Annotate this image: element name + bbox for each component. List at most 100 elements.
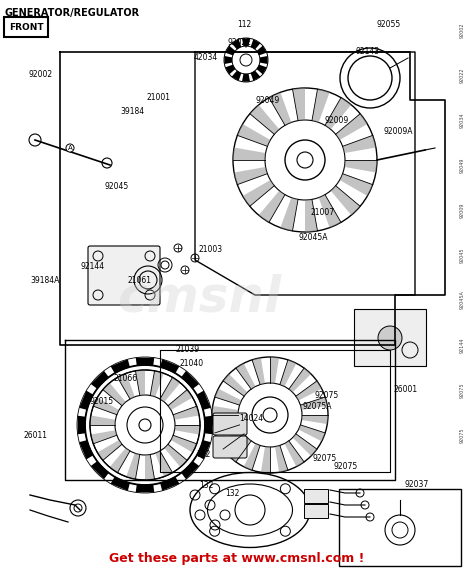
FancyBboxPatch shape [213, 436, 247, 458]
Text: 92144: 92144 [459, 337, 465, 353]
Polygon shape [160, 359, 179, 373]
Polygon shape [251, 70, 260, 81]
Polygon shape [91, 371, 109, 389]
Polygon shape [232, 70, 241, 81]
Text: 42034: 42034 [194, 53, 219, 62]
Polygon shape [229, 438, 251, 462]
Text: 92022: 92022 [459, 67, 465, 83]
Polygon shape [301, 415, 328, 424]
Polygon shape [284, 441, 304, 466]
Polygon shape [319, 195, 341, 227]
Circle shape [378, 326, 402, 350]
Polygon shape [164, 444, 187, 467]
Polygon shape [97, 440, 122, 460]
Polygon shape [340, 174, 373, 196]
Polygon shape [244, 444, 260, 470]
Polygon shape [261, 446, 270, 473]
Text: 92045A: 92045A [298, 233, 328, 242]
Text: 92015: 92015 [90, 397, 114, 406]
Polygon shape [250, 105, 279, 134]
Polygon shape [174, 425, 200, 434]
Text: 14024: 14024 [239, 414, 263, 423]
Text: 112: 112 [237, 19, 251, 29]
Polygon shape [150, 371, 164, 397]
Text: 26011: 26011 [24, 431, 47, 440]
Polygon shape [292, 88, 305, 120]
FancyBboxPatch shape [339, 489, 461, 566]
Polygon shape [345, 160, 377, 172]
Text: 92143: 92143 [356, 47, 379, 56]
Polygon shape [181, 461, 199, 479]
Text: FRONT: FRONT [9, 22, 43, 32]
Polygon shape [296, 381, 322, 401]
Polygon shape [126, 453, 140, 479]
Polygon shape [110, 477, 130, 491]
Polygon shape [79, 391, 93, 410]
Text: 92055: 92055 [376, 19, 401, 29]
Text: 92075: 92075 [459, 427, 465, 443]
Polygon shape [289, 368, 311, 393]
Text: 92037: 92037 [405, 480, 429, 489]
Text: 132: 132 [225, 489, 239, 499]
Polygon shape [223, 374, 247, 396]
Polygon shape [168, 390, 192, 410]
Polygon shape [259, 191, 285, 222]
Text: 92002: 92002 [28, 70, 52, 79]
Polygon shape [242, 38, 250, 46]
Text: GENERATOR/REGULATOR: GENERATOR/REGULATOR [5, 8, 140, 18]
Polygon shape [91, 430, 117, 444]
FancyBboxPatch shape [88, 246, 160, 305]
Text: 92075: 92075 [459, 382, 465, 398]
Text: Get these parts at www.cmsnl.com !: Get these parts at www.cmsnl.com ! [109, 552, 365, 565]
Text: 92045: 92045 [104, 182, 128, 191]
Polygon shape [251, 40, 260, 49]
Polygon shape [225, 46, 236, 56]
Polygon shape [160, 378, 180, 402]
Text: 21040: 21040 [180, 359, 204, 368]
Polygon shape [260, 56, 268, 64]
Text: 92075: 92075 [334, 462, 358, 472]
Polygon shape [236, 363, 255, 389]
Polygon shape [197, 440, 211, 460]
Polygon shape [136, 358, 155, 366]
Polygon shape [93, 398, 119, 415]
Text: 21061: 21061 [128, 276, 152, 285]
Polygon shape [252, 358, 265, 384]
Polygon shape [292, 434, 317, 456]
Polygon shape [275, 445, 288, 472]
Text: 92049: 92049 [255, 96, 280, 105]
Text: 92002: 92002 [459, 22, 465, 38]
Polygon shape [281, 198, 298, 231]
Polygon shape [173, 406, 199, 420]
Text: 92009: 92009 [459, 202, 465, 218]
FancyBboxPatch shape [4, 17, 48, 37]
Text: 92009: 92009 [324, 116, 349, 125]
Polygon shape [256, 65, 267, 74]
Polygon shape [301, 397, 327, 410]
Text: 21039: 21039 [175, 345, 199, 354]
Polygon shape [256, 46, 267, 56]
FancyBboxPatch shape [304, 504, 328, 518]
Text: 21066: 21066 [114, 374, 137, 383]
Polygon shape [79, 440, 93, 460]
Text: 92144: 92144 [81, 262, 104, 271]
Polygon shape [233, 147, 265, 160]
Polygon shape [78, 415, 86, 434]
Text: 92075: 92075 [315, 391, 339, 400]
Polygon shape [212, 406, 238, 415]
Text: 21007: 21007 [310, 207, 334, 217]
FancyBboxPatch shape [213, 413, 247, 435]
Polygon shape [242, 74, 250, 81]
Polygon shape [213, 420, 239, 433]
Polygon shape [204, 415, 212, 434]
Text: 39184A: 39184A [30, 276, 60, 285]
Text: 92022: 92022 [228, 38, 251, 48]
Polygon shape [234, 167, 267, 185]
Polygon shape [243, 180, 274, 206]
Text: 92034: 92034 [459, 112, 465, 128]
Polygon shape [237, 124, 270, 146]
Polygon shape [91, 461, 109, 479]
Polygon shape [197, 391, 211, 410]
Polygon shape [269, 92, 292, 125]
Polygon shape [312, 89, 329, 123]
